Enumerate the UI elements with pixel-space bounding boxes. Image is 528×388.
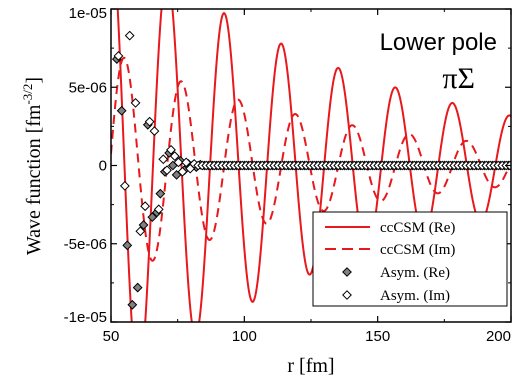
asym-im-point — [181, 157, 192, 168]
asym-re-point — [147, 212, 158, 223]
annotation-title: Lower pole — [380, 29, 497, 56]
asym-im-point — [144, 116, 155, 127]
y-axis-title-main: Wave function [fm — [23, 104, 45, 255]
series-line-cccsm-im — [111, 56, 511, 262]
x-axis-title: r [fm] — [287, 355, 334, 377]
y-tick-label: -5e-06 — [64, 236, 107, 253]
legend-swatch — [342, 290, 352, 300]
asym-re-point — [138, 220, 149, 230]
y-tick-label: 5e-06 — [69, 79, 107, 96]
x-tick-label: 150 — [365, 328, 390, 345]
legend-label: ccCSM (Re) — [380, 220, 455, 236]
asym-im-point — [149, 126, 160, 136]
legend-label: Asym. (Im) — [380, 288, 450, 304]
legend-items: ccCSM (Re) ccCSM (Im) Asym. (Re) Asym. (Im) — [325, 220, 455, 304]
asym-im-point — [140, 201, 151, 212]
asym-im-point — [119, 180, 130, 191]
asym-im-point — [124, 30, 135, 41]
asym-im-point — [169, 151, 180, 162]
asym-re-point — [122, 240, 133, 251]
y-tick-label: -1e-05 — [64, 309, 107, 326]
x-tick-label: 200 — [486, 328, 511, 345]
asym-im-point — [158, 154, 169, 165]
y-axis-title-exponent: -3/2 — [20, 84, 35, 105]
annotation-subtitle: πΣ — [442, 62, 475, 95]
asym-re-point — [127, 299, 138, 310]
series-layer — [111, 9, 511, 322]
ticks-layer: 50 100 150 200 -1e-05 -5e-06 0 5e-06 1e-05 — [64, 5, 512, 345]
y-axis-title-close: ] — [23, 77, 45, 84]
asym-re-point — [155, 188, 166, 199]
asym-im-point — [130, 97, 141, 108]
legend: ccCSM (Re) ccCSM (Im) Asym. (Re) Asym. (Im) — [312, 211, 508, 307]
series-line-cccsm-re — [116, 9, 511, 322]
asym-im-point — [162, 165, 172, 176]
asym-im-point — [153, 204, 164, 215]
legend-swatch — [342, 267, 352, 277]
x-tick-label: 100 — [232, 328, 257, 345]
asym-im-point — [113, 51, 124, 61]
asym-im-point — [135, 226, 146, 237]
asym-re-point — [116, 105, 127, 116]
asym-im-point — [177, 166, 188, 177]
y-tick-label: 0 — [99, 158, 107, 175]
asym-re-point — [132, 282, 143, 293]
y-axis-title: Wave function [fm-3/2] — [20, 77, 45, 255]
x-tick-label: 50 — [103, 328, 120, 345]
legend-label: Asym. (Re) — [380, 265, 450, 281]
legend-label: ccCSM (Im) — [380, 242, 455, 258]
asym-im-point — [166, 144, 176, 155]
asym-im-point — [173, 157, 184, 168]
y-tick-label: 1e-05 — [69, 5, 107, 22]
